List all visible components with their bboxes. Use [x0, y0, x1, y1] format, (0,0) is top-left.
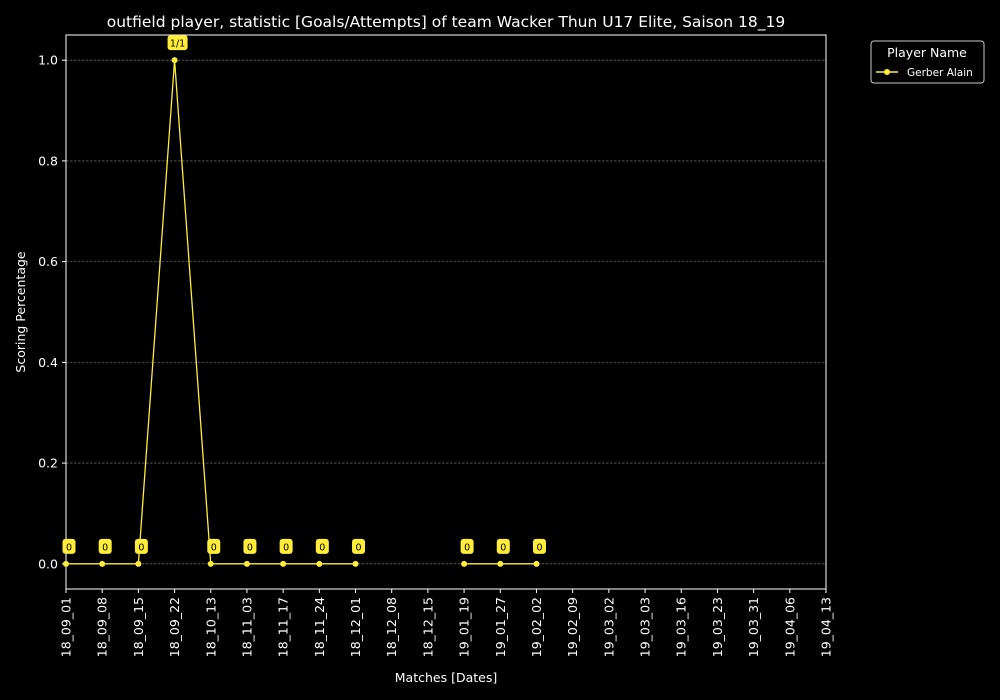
x-tick-label: 18_10_13	[203, 597, 218, 657]
legend-entry-gerber-alain: Gerber Alain	[907, 67, 973, 79]
chart-title: outfield player, statistic [Goals/Attemp…	[107, 13, 786, 32]
data-point	[99, 560, 106, 567]
data-label: 0	[211, 542, 217, 553]
data-point	[497, 560, 504, 567]
x-axis-label: Matches [Dates]	[395, 670, 497, 685]
data-point	[171, 57, 178, 64]
data-label: 0	[283, 542, 289, 553]
x-tick-label: 19_04_13	[819, 597, 834, 657]
y-tick-label: 0.8	[38, 153, 58, 168]
data-label: 0	[356, 542, 362, 553]
x-tick-label: 19_03_31	[746, 597, 761, 657]
x-tick-label: 19_04_06	[782, 597, 797, 657]
data-label-box	[167, 35, 188, 51]
data-label: 0	[247, 542, 253, 553]
x-tick-label: 19_01_19	[457, 597, 472, 657]
data-label: 0	[66, 542, 72, 553]
x-tick-label: 19_01_27	[493, 597, 508, 657]
data-point	[461, 560, 468, 567]
data-label-box	[98, 538, 112, 554]
data-point	[316, 560, 323, 567]
data-label: 0	[138, 542, 144, 553]
x-tick-label: 19_03_03	[638, 597, 653, 657]
x-tick-label: 19_03_23	[710, 597, 725, 657]
data-label-box	[532, 538, 546, 554]
x-tick-label: 18_09_22	[167, 597, 182, 657]
x-tick-label: 19_02_02	[529, 597, 544, 657]
data-label: 0	[500, 542, 506, 553]
x-tick-label: 18_12_01	[348, 597, 363, 657]
data-label-box	[62, 538, 76, 554]
x-tick-label: 18_09_15	[131, 597, 146, 657]
data-labels: 0 0 0 1/1 0 0 0 0 0 0 0 0	[62, 35, 546, 554]
data-point	[243, 560, 250, 567]
x-axis: 18_09_01 18_09_08 18_09_15 18_09_22 18_10_13…	[59, 589, 834, 657]
x-tick-label: 18_12_08	[384, 597, 399, 657]
data-label: 0	[536, 542, 542, 553]
y-tick-label: 0.2	[38, 456, 58, 471]
data-label-box	[496, 538, 510, 554]
legend-box	[870, 40, 985, 84]
data-point	[280, 560, 287, 567]
x-tick-label: 18_09_01	[59, 597, 74, 657]
data-label-box	[352, 538, 366, 554]
legend: Player Name Gerber Alain	[870, 40, 985, 84]
grid-lines	[66, 59, 826, 565]
data-label-box	[134, 538, 148, 554]
x-tick-label: 18_09_08	[95, 597, 110, 657]
data-label: 0	[102, 542, 108, 553]
data-label: 0	[464, 542, 470, 553]
legend-title: Player Name	[887, 45, 967, 60]
series-gerber-alain	[63, 57, 540, 567]
x-tick-label: 19_03_16	[674, 597, 689, 657]
x-tick-label: 19_02_09	[565, 597, 580, 657]
y-tick-label: 0.6	[38, 254, 58, 269]
data-point	[533, 560, 540, 567]
data-point	[207, 560, 214, 567]
data-label-box	[315, 538, 329, 554]
data-label-box	[460, 538, 474, 554]
plot-frame	[65, 34, 827, 590]
data-label: 0	[319, 542, 325, 553]
x-tick-label: 18_11_03	[239, 597, 254, 657]
x-tick-label: 19_03_02	[601, 597, 616, 657]
y-tick-label: 1.0	[38, 53, 58, 68]
x-tick-label: 18_12_15	[420, 597, 435, 657]
x-tick-label: 18_11_17	[276, 597, 291, 657]
legend-swatch-marker	[884, 69, 890, 75]
data-point	[352, 560, 359, 567]
data-label-box	[243, 538, 257, 554]
data-label: 1/1	[170, 39, 185, 50]
data-point	[63, 560, 69, 567]
data-label-box	[207, 538, 221, 554]
y-tick-label: 0.4	[38, 355, 58, 370]
y-axis: 0.0 0.2 0.4 0.6 0.8 1.0	[38, 53, 66, 571]
y-axis-label: Scoring Percentage	[13, 251, 28, 373]
y-tick-label: 0.0	[38, 556, 58, 571]
x-tick-label: 18_11_24	[312, 597, 327, 657]
data-point	[135, 560, 142, 567]
data-label-box	[279, 538, 293, 554]
